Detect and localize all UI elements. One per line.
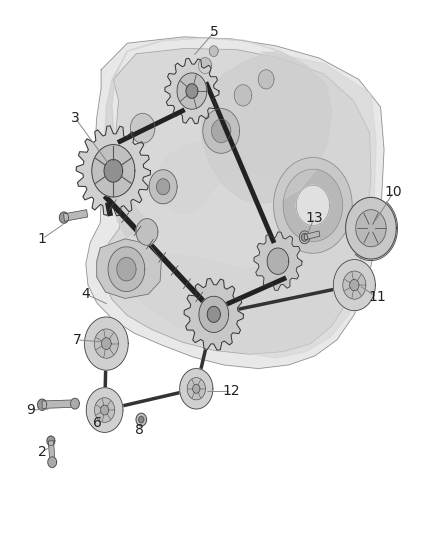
Polygon shape [131,114,155,143]
Polygon shape [105,38,332,237]
Polygon shape [187,378,205,400]
Text: 3: 3 [71,111,79,125]
Polygon shape [85,317,128,370]
Polygon shape [86,387,123,432]
Polygon shape [198,58,212,74]
Polygon shape [299,231,310,244]
Polygon shape [95,398,115,422]
Polygon shape [149,169,177,204]
Text: 1: 1 [38,232,46,246]
Polygon shape [274,158,352,253]
Polygon shape [301,233,308,241]
Polygon shape [184,278,244,350]
Polygon shape [97,239,161,298]
Polygon shape [199,296,229,333]
Text: 9: 9 [26,403,35,417]
Polygon shape [71,398,79,409]
Polygon shape [139,416,144,423]
Polygon shape [64,209,88,221]
Polygon shape [177,73,207,109]
Polygon shape [186,84,198,98]
Polygon shape [94,329,118,358]
Polygon shape [117,257,136,281]
Polygon shape [76,126,150,216]
Polygon shape [108,247,145,292]
Polygon shape [193,384,200,393]
Text: 12: 12 [223,384,240,399]
Polygon shape [136,219,158,245]
Polygon shape [207,306,220,322]
Text: 5: 5 [210,25,219,38]
Polygon shape [47,436,55,446]
Polygon shape [212,119,231,143]
Polygon shape [136,413,147,426]
Polygon shape [258,70,274,89]
Polygon shape [60,212,69,223]
Polygon shape [346,197,396,259]
Polygon shape [101,405,109,415]
Polygon shape [234,85,252,106]
Polygon shape [38,399,47,410]
Polygon shape [156,179,170,195]
Polygon shape [283,169,343,241]
Polygon shape [304,231,320,240]
Polygon shape [165,58,219,124]
Text: 13: 13 [305,211,323,224]
Text: 10: 10 [385,185,403,199]
Polygon shape [48,441,55,459]
Polygon shape [102,338,111,350]
Polygon shape [180,369,213,409]
Polygon shape [134,51,376,358]
Text: 7: 7 [73,333,81,347]
Text: 8: 8 [135,423,144,437]
Polygon shape [254,232,302,290]
Polygon shape [103,49,371,354]
Polygon shape [42,400,71,408]
Polygon shape [203,109,240,154]
Text: 11: 11 [368,290,386,304]
Polygon shape [333,260,375,311]
Text: 6: 6 [93,416,102,430]
Polygon shape [92,144,135,197]
Text: 4: 4 [81,287,90,301]
Polygon shape [296,185,329,225]
Polygon shape [267,248,289,274]
Polygon shape [350,279,359,290]
Polygon shape [86,37,384,368]
Polygon shape [343,271,366,299]
Polygon shape [209,46,218,56]
Text: 2: 2 [38,445,46,458]
Polygon shape [104,159,123,182]
Polygon shape [356,209,386,247]
Polygon shape [48,457,57,467]
